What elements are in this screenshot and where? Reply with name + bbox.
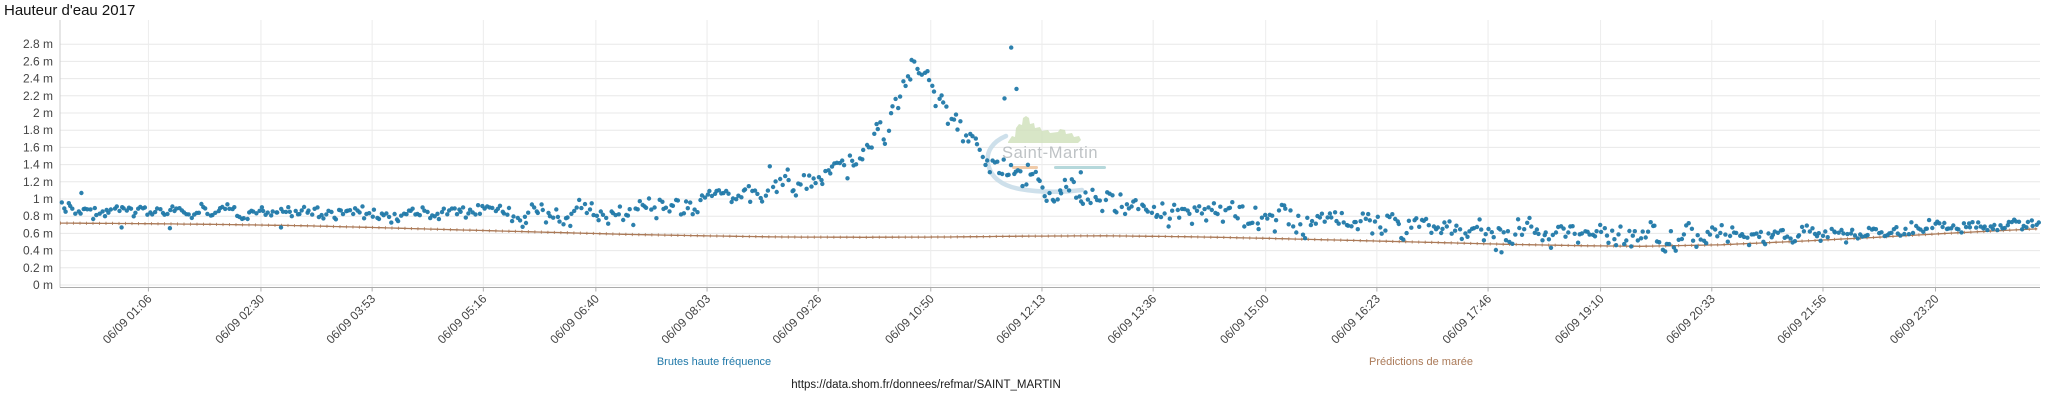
x-tick-label: 06/09 12:13 (993, 292, 1048, 347)
x-tick-label: 06/09 09:26 (770, 292, 825, 347)
x-tick-label: 06/09 20:33 (1663, 292, 1718, 347)
scatter-outlier-point (1002, 96, 1007, 101)
scatter-outlier-point (79, 190, 84, 196)
watermark-subtext-right (1054, 166, 1106, 169)
y-tick-label: 2.4 m (23, 72, 53, 86)
y-tick-label: 1.6 m (23, 140, 53, 154)
y-tick-label: 2 m (33, 106, 53, 120)
x-tick-label: 06/09 03:53 (324, 292, 379, 347)
y-tick-label: 1.2 m (23, 175, 53, 189)
x-tick-label: 06/09 15:00 (1217, 292, 1272, 347)
x-tick-label: 06/09 06:40 (547, 292, 602, 347)
y-tick-label: 1 m (33, 192, 53, 206)
x-tick-label: 06/09 05:16 (435, 292, 490, 347)
x-tick-label: 06/09 21:56 (1774, 292, 1829, 347)
watermark-label: Saint-Martin (1002, 144, 1098, 162)
y-tick-label: 2.6 m (23, 54, 53, 68)
y-tick-label: 0.8 m (23, 209, 53, 223)
watermark-subtext-left (1012, 166, 1038, 169)
y-tick-label: 2.8 m (23, 37, 53, 51)
x-tick-label: 06/09 08:03 (658, 292, 713, 347)
watermark-island-shape (1008, 116, 1081, 143)
x-tick-label: 06/09 23:20 (1887, 292, 1942, 347)
x-tick-label: 06/09 19:10 (1552, 292, 1607, 347)
scatter-outlier-point (1078, 170, 1084, 175)
chart-title: Hauteur d'eau 2017 (4, 2, 136, 19)
scatter-outlier-point (119, 225, 124, 230)
x-tick-label: 06/09 10:50 (882, 292, 937, 347)
x-tick-label: 06/09 16:23 (1328, 292, 1383, 347)
y-tick-label: 1.4 m (23, 158, 53, 172)
y-tick-label: 0 m (33, 278, 53, 292)
source-url: https://data.shom.fr/donnees/refmar/SAIN… (791, 379, 1061, 391)
x-tick-label: 06/09 01:06 (100, 292, 155, 347)
legend-item-brutes-haute-frequence[interactable]: Brutes haute fréquence (656, 356, 772, 368)
watermark-lagoon-swoosh (985, 133, 1085, 194)
y-tick-label: 0.6 m (23, 226, 53, 240)
scatter-outlier-point (1009, 45, 1014, 50)
y-tick-label: 0.4 m (23, 244, 53, 258)
scatter-series-brutes (59, 45, 2042, 255)
legend-item-predictions-de-maree[interactable]: Prédictions de marée (1369, 356, 1473, 368)
tide-prediction-line (60, 221, 2038, 248)
saint-martin-watermark: Saint-Martin (985, 116, 1106, 194)
scatter-outlier-point (1014, 86, 1019, 92)
scatter-outlier-point (1499, 250, 1504, 255)
gridlines: 0 m 0.2 m 0.4 m 0.6 m 0.8 m 1 m 1.2 m 1.4 m 1.6 … (23, 20, 2040, 346)
x-tick-label: 06/09 02:30 (212, 292, 267, 347)
x-tick-label: 06/09 17:46 (1439, 292, 1494, 347)
scatter-outlier-point (278, 225, 284, 230)
scatter-outlier-point (167, 226, 173, 231)
y-tick-label: 0.2 m (23, 261, 53, 275)
y-tick-label: 2.2 m (23, 89, 53, 103)
x-tick-label: 06/09 13:36 (1105, 292, 1160, 347)
y-tick-label: 1.8 m (23, 123, 53, 137)
